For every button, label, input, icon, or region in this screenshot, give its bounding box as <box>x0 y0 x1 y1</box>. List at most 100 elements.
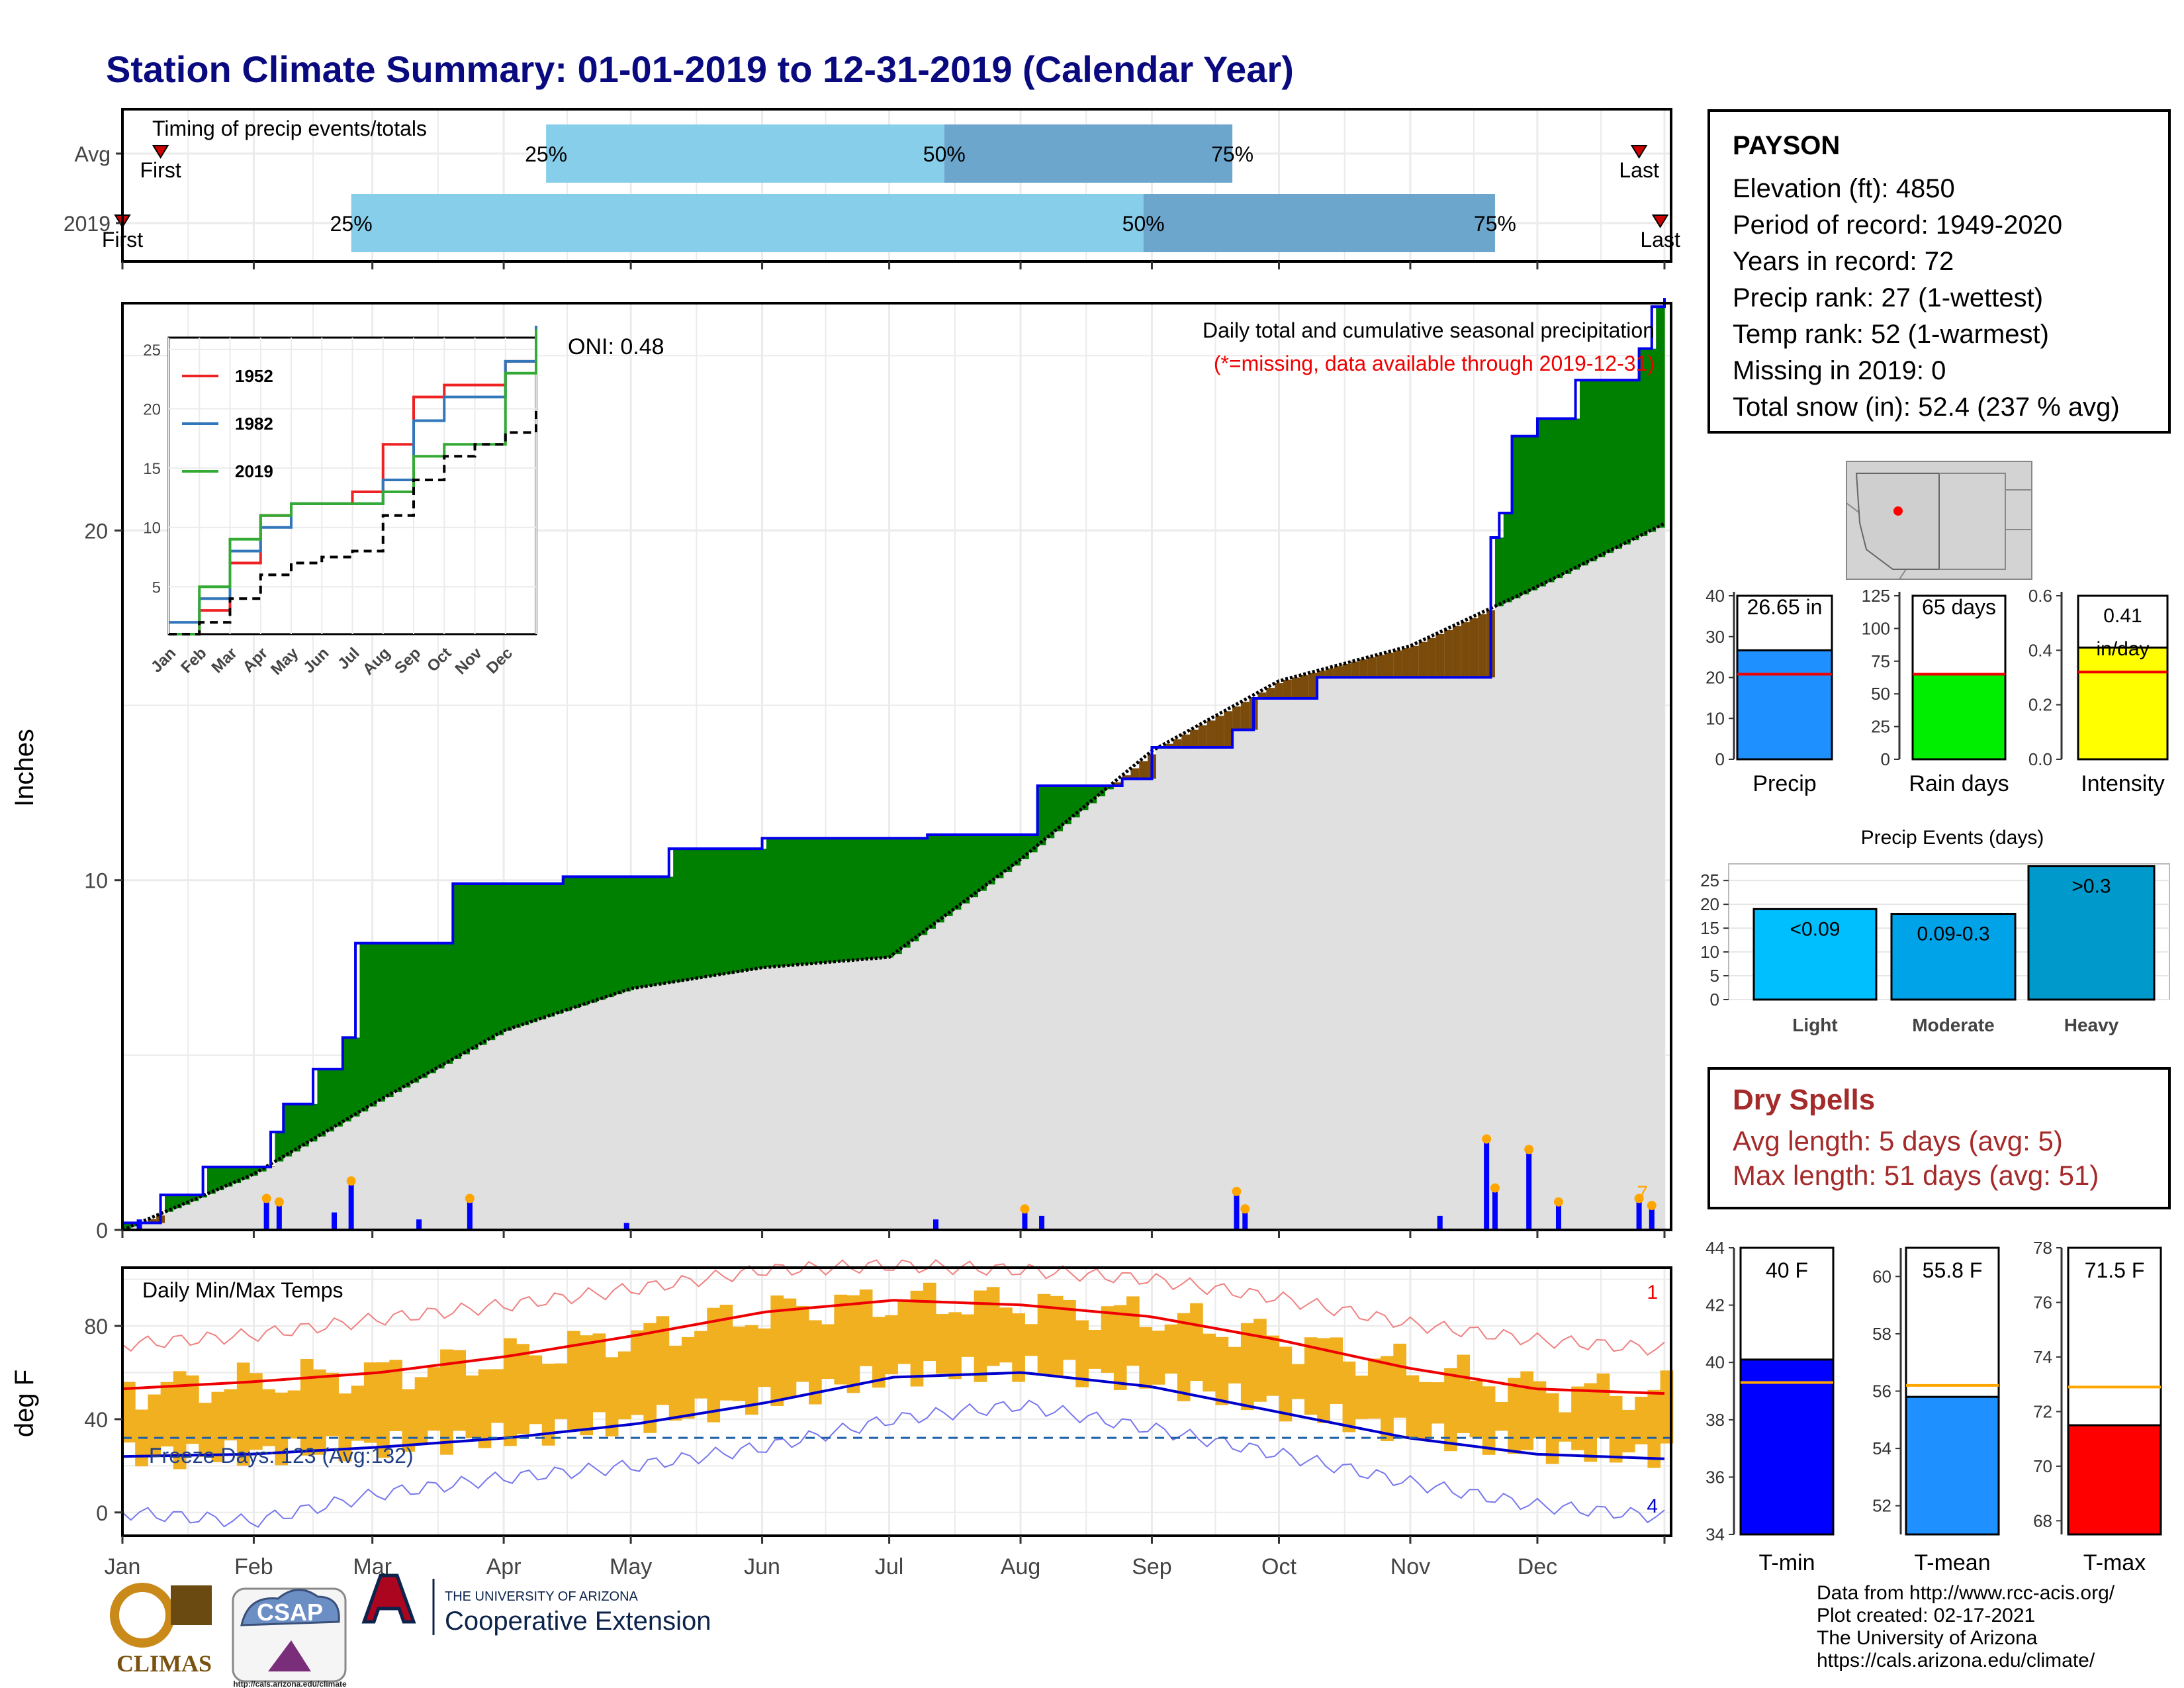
daily-temp-bar <box>1139 1327 1152 1389</box>
daily-temp-bar <box>1037 1293 1051 1376</box>
above-normal-area <box>1630 380 1640 541</box>
normal-cumulative-area <box>1486 610 1496 1230</box>
daily-precip-bar <box>933 1219 939 1230</box>
mini-temp-tick-label: 36 <box>1706 1467 1725 1487</box>
mini-precip-bar <box>1911 673 2007 761</box>
below-normal-area <box>1139 761 1148 779</box>
daily-temp-bar <box>1381 1356 1394 1442</box>
daily-temp-bar <box>1431 1382 1445 1424</box>
events-bar <box>2027 865 2156 1001</box>
daily-temp-bar <box>554 1363 568 1419</box>
normal-cumulative-area <box>1198 725 1208 1230</box>
daily-temp-bar <box>1367 1358 1381 1419</box>
snow-marker <box>274 1197 284 1207</box>
normal-cumulative-area <box>1079 810 1089 1230</box>
above-normal-area <box>970 835 979 898</box>
timing-row-label: 2019 <box>64 212 111 236</box>
month-label: Sep <box>1132 1554 1172 1579</box>
normal-cumulative-area <box>173 1208 183 1230</box>
mini-temp-tick-label: 40 <box>1706 1352 1725 1372</box>
above-normal-area <box>842 838 852 961</box>
normal-cumulative-area <box>1122 775 1132 1230</box>
daily-temp-bar <box>1635 1396 1648 1444</box>
above-normal-area <box>825 838 835 962</box>
daily-temp-bar <box>999 1307 1013 1363</box>
below-normal-area <box>1257 692 1267 698</box>
month-label: May <box>610 1554 652 1579</box>
normal-cumulative-area <box>1545 582 1555 1230</box>
daily-temp-bar <box>1215 1336 1229 1405</box>
normal-cumulative-area <box>1113 782 1123 1230</box>
mini-precip-tick-label: 25 <box>1871 717 1890 737</box>
above-normal-area <box>698 849 707 978</box>
normal-cumulative-area <box>402 1087 411 1230</box>
normal-cumulative-area <box>1021 859 1030 1230</box>
above-normal-area <box>283 1103 293 1157</box>
record-max-line <box>122 1259 1665 1356</box>
mini-precip-tick-label: 50 <box>1871 684 1890 704</box>
above-normal-area <box>546 883 555 1017</box>
events-bar <box>1752 908 1878 1001</box>
daily-temp-bar <box>567 1331 580 1431</box>
daily-temp-bar <box>1520 1371 1534 1450</box>
above-normal-area <box>749 849 758 970</box>
normal-cumulative-area <box>1478 614 1487 1230</box>
above-normal-area <box>1647 348 1657 532</box>
normal-cumulative-area <box>800 964 809 1230</box>
daily-temp-bar <box>1240 1323 1254 1411</box>
above-normal-area <box>368 943 377 1107</box>
normal-cumulative-area <box>1317 671 1326 1230</box>
daily-precip-bar <box>467 1198 473 1230</box>
normal-cumulative-area <box>1190 729 1199 1230</box>
above-normal-area <box>554 883 564 1014</box>
above-normal-area <box>868 838 877 959</box>
normal-cumulative-area <box>580 1005 589 1230</box>
mini-temp-bar <box>2067 1424 2162 1536</box>
daily-temp-bar <box>414 1377 428 1446</box>
csap-url: http://cals.arizona.edu/climate <box>233 1679 347 1688</box>
above-normal-area <box>308 1103 318 1142</box>
daily-temp-bar <box>796 1305 809 1382</box>
normal-cumulative-area <box>1393 650 1402 1230</box>
info-line: Missing in 2019: 0 <box>1733 356 1946 385</box>
daily-temp-bar <box>1571 1386 1584 1450</box>
normal-cumulative-area <box>1596 557 1606 1230</box>
above-normal-area <box>673 849 682 982</box>
daily-temp-bar <box>1647 1389 1661 1468</box>
normal-cumulative-area <box>1614 548 1623 1230</box>
daily-temp-bar <box>707 1307 721 1423</box>
above-normal-area <box>1639 348 1648 536</box>
month-label: Nov <box>1390 1554 1430 1579</box>
below-normal-area <box>1300 675 1309 698</box>
normal-cumulative-area <box>698 978 707 1230</box>
daily-precip-bar <box>623 1223 629 1230</box>
normal-cumulative-area <box>876 958 886 1230</box>
info-line: Years in record: 72 <box>1733 247 1954 276</box>
daily-temp-bar <box>1279 1346 1293 1422</box>
daily-temp-bar <box>338 1393 352 1462</box>
mini-temp-tick-label: 70 <box>2033 1456 2052 1476</box>
normal-cumulative-area <box>1088 803 1097 1230</box>
events-tick-label: 15 <box>1700 918 1719 938</box>
above-normal-area <box>715 849 725 976</box>
normal-cumulative-area <box>1046 838 1055 1230</box>
events-bar-label: >0.3 <box>2071 876 2111 898</box>
above-normal-area <box>1054 786 1064 831</box>
below-normal-area <box>1478 614 1487 678</box>
above-normal-area <box>1063 786 1072 825</box>
normal-cumulative-area <box>1630 540 1640 1230</box>
above-normal-area <box>275 1132 284 1162</box>
daily-temp-bar <box>1584 1383 1598 1462</box>
above-normal-area <box>529 883 538 1023</box>
month-label: Jun <box>744 1554 780 1579</box>
normal-cumulative-area <box>1410 645 1420 1230</box>
main-frame <box>121 302 1672 1231</box>
above-normal-area <box>317 1068 326 1137</box>
daily-temp-bar <box>948 1312 962 1380</box>
daily-temp-bar <box>846 1295 860 1393</box>
normal-cumulative-area <box>885 957 894 1230</box>
daily-temp-bar <box>719 1304 733 1401</box>
inset-y-tick-label: 15 <box>143 460 161 478</box>
